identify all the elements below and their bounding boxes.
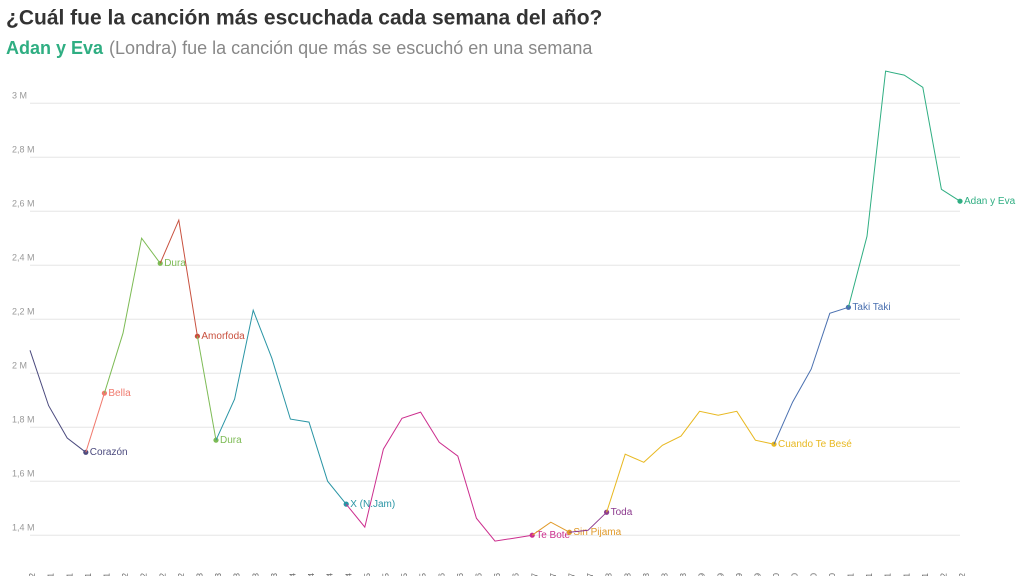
x-tick-label: 03/08: [605, 572, 614, 576]
song-line: [569, 511, 607, 533]
subtitle-text: (Londra) fue la canción que más se escuc…: [109, 38, 593, 58]
song-label: Te Boté: [536, 530, 570, 541]
y-tick-label: 3 M: [12, 91, 27, 101]
song-label: Dura: [220, 435, 242, 446]
x-tick-label: 02/03: [196, 572, 205, 576]
song-label: Dura: [164, 258, 186, 269]
x-tick-label: 19/10: [809, 572, 818, 576]
song-label: Corazón: [90, 447, 128, 458]
y-tick-label: 2,8 M: [12, 145, 35, 155]
x-tick-label: 08/06: [456, 572, 465, 576]
x-tick-label: 16/03: [233, 572, 242, 576]
x-tick-label: 13/07: [549, 572, 558, 576]
x-tick-label: 27/04: [344, 572, 353, 576]
y-tick-label: 2 M: [12, 361, 27, 371]
x-tick-label: 20/07: [568, 572, 577, 576]
song-line: [159, 218, 198, 337]
song-line: [773, 306, 849, 445]
x-tick-label: 10/08: [623, 572, 632, 576]
song-line: [29, 350, 87, 453]
song-label: Adan y Eva: [964, 196, 1016, 207]
y-tick-label: 2,2 M: [12, 307, 35, 317]
song-dot: [157, 260, 163, 266]
x-tick-label: 23/02: [177, 572, 186, 576]
x-tick-label: 09/03: [214, 572, 223, 576]
song-line: [345, 411, 533, 542]
song-label: Cuando Te Besé: [778, 439, 852, 450]
song-dot: [771, 441, 777, 447]
x-tick-label: 14/09: [716, 572, 725, 576]
x-tick-label: 09/02: [140, 572, 149, 576]
song-dot: [957, 198, 963, 204]
x-tick-label: 23/11: [902, 572, 911, 576]
song-label: Toda: [611, 507, 633, 518]
song-line: [196, 336, 217, 441]
x-tick-label: 17/08: [642, 572, 651, 576]
song-dot: [83, 449, 89, 455]
x-tick-label: 26/10: [828, 572, 837, 576]
x-tick-label: 02/02: [121, 572, 130, 576]
x-tick-label: 24/08: [661, 572, 670, 576]
x-tick-label: 30/11: [921, 572, 930, 576]
x-tick-label: 12/10: [791, 572, 800, 576]
x-tick-label: 22/06: [493, 572, 502, 576]
x-tick-label: 20/04: [326, 572, 335, 576]
x-tick-label: 09/11: [865, 572, 874, 576]
x-tick-label: 25/05: [419, 572, 428, 576]
song-line: [847, 70, 961, 308]
song-dot: [845, 304, 852, 310]
song-label: X (N.Jam): [350, 499, 395, 510]
x-tick-label: 13/04: [307, 572, 316, 576]
song-label: Amorfoda: [201, 331, 245, 342]
x-tick-label: 12/01: [65, 572, 74, 576]
song-line: [85, 393, 105, 453]
song-line: [606, 410, 775, 513]
x-tick-label: 14/12: [958, 572, 967, 576]
subtitle-highlight: Adan y Eva: [6, 38, 104, 58]
x-tick-label: 30/03: [270, 572, 279, 576]
x-tick-label: 28/09: [754, 572, 763, 576]
x-tick-label: 21/09: [735, 572, 744, 576]
x-tick-label: 31/08: [679, 572, 688, 576]
song-label: Taki Taki: [852, 302, 890, 313]
song-line: [215, 308, 347, 505]
y-tick-label: 2,6 M: [12, 199, 35, 209]
song-label: Bella: [108, 388, 131, 399]
song-dot: [566, 529, 573, 535]
x-tick-label: 29/06: [512, 572, 521, 576]
song-label: Sin Pijama: [573, 527, 621, 538]
x-tick-label: 26/01: [103, 572, 112, 576]
y-tick-label: 1,6 M: [12, 469, 35, 479]
x-tick-label: 07/12: [940, 572, 949, 576]
x-tick-label: 02/11: [847, 572, 856, 576]
x-tick-label: 06/07: [530, 572, 539, 576]
chart-subtitle: Adan y Eva (Londra) fue la canción que má…: [6, 38, 593, 58]
song-line: [531, 521, 570, 536]
x-tick-label: 05/10: [772, 572, 781, 576]
y-tick-label: 2,4 M: [12, 253, 35, 263]
x-tick-label: 16/11: [884, 572, 893, 576]
x-tick-label: 18/05: [400, 572, 409, 576]
x-tick-label: 06/04: [289, 572, 298, 576]
x-tick-label: 16/02: [158, 572, 167, 576]
x-tick-label: 29/12: [28, 572, 37, 576]
x-tick-label: 27/07: [586, 572, 595, 576]
x-tick-label: 04/05: [363, 572, 372, 576]
chart-title: ¿Cuál fue la canción más escuchada cada …: [6, 7, 602, 30]
x-tick-label: 07/09: [698, 572, 707, 576]
y-tick-label: 1,4 M: [12, 523, 35, 533]
song-line: [103, 236, 161, 394]
y-tick-label: 1,8 M: [12, 415, 35, 425]
x-tick-label: 19/01: [84, 572, 93, 576]
x-tick-label: 23/03: [251, 572, 260, 576]
x-tick-label: 15/06: [475, 572, 484, 576]
x-tick-label: 01/06: [437, 572, 446, 576]
x-tick-label: 05/01: [47, 572, 56, 576]
x-tick-label: 11/05: [382, 572, 391, 576]
